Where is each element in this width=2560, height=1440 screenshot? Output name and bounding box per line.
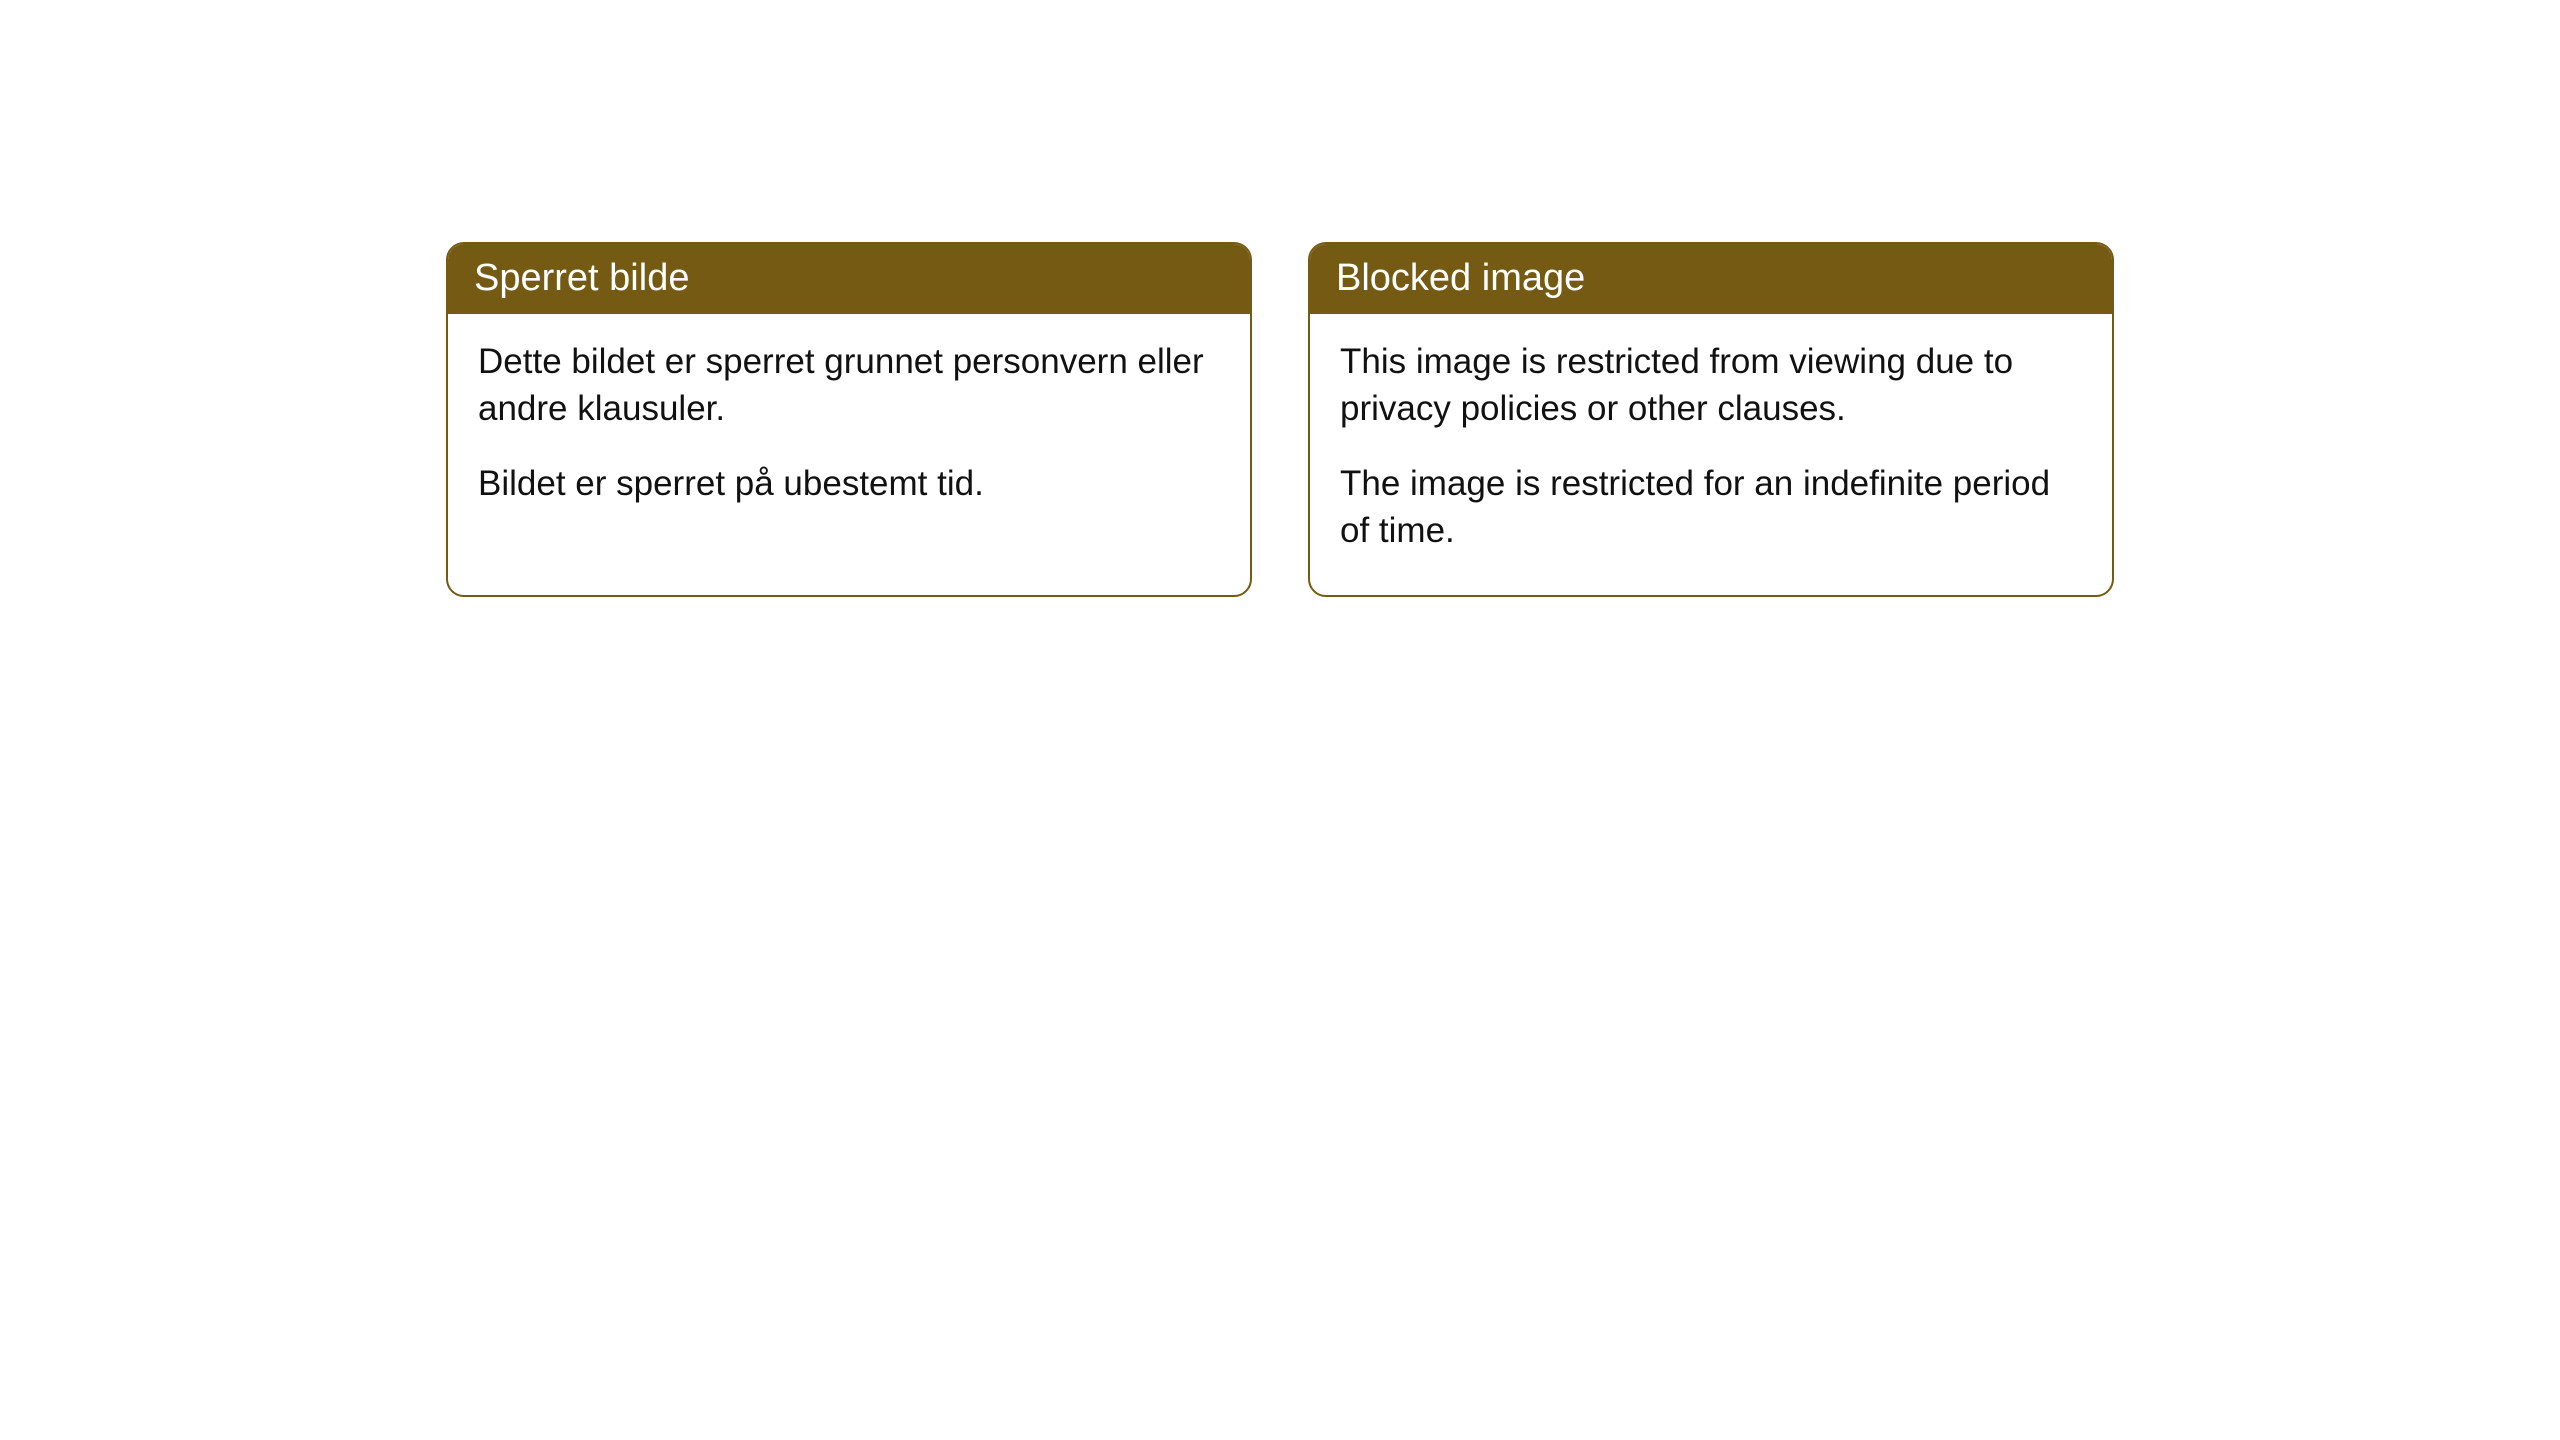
card-english: Blocked image This image is restricted f…	[1308, 242, 2114, 597]
card-paragraph: Bildet er sperret på ubestemt tid.	[478, 460, 1220, 507]
card-header: Blocked image	[1310, 244, 2112, 314]
card-paragraph: Dette bildet er sperret grunnet personve…	[478, 338, 1220, 433]
card-header: Sperret bilde	[448, 244, 1250, 314]
card-title: Blocked image	[1336, 257, 1585, 299]
card-norwegian: Sperret bilde Dette bildet er sperret gr…	[446, 242, 1252, 597]
card-paragraph: This image is restricted from viewing du…	[1340, 338, 2082, 433]
card-body: Dette bildet er sperret grunnet personve…	[448, 314, 1250, 548]
cards-container: Sperret bilde Dette bildet er sperret gr…	[0, 0, 2560, 597]
card-body: This image is restricted from viewing du…	[1310, 314, 2112, 595]
card-title: Sperret bilde	[474, 257, 689, 299]
card-paragraph: The image is restricted for an indefinit…	[1340, 460, 2082, 555]
